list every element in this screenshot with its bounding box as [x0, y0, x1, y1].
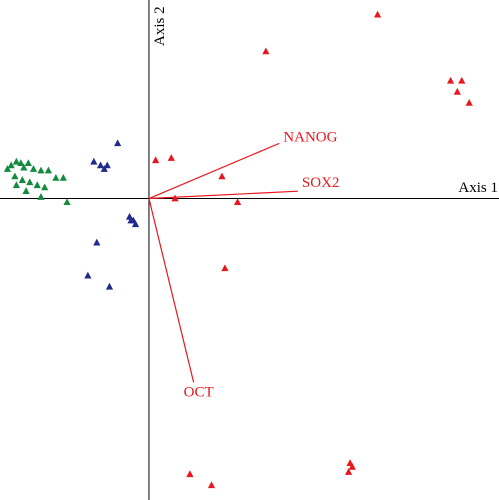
data-point: [12, 181, 20, 189]
data-point: [348, 462, 356, 470]
data-point: [12, 157, 20, 165]
data-point: [37, 166, 45, 174]
data-point: [167, 154, 175, 161]
data-point: [374, 10, 382, 18]
data-point: [465, 98, 473, 106]
data-point: [29, 165, 38, 172]
data-point: [84, 271, 92, 279]
vector-sox2: [148, 190, 298, 200]
data-point: [93, 238, 101, 246]
data-point: [105, 282, 114, 290]
data-point: [344, 468, 353, 475]
data-point: [24, 159, 32, 167]
data-point: [171, 194, 179, 202]
data-point: [114, 139, 122, 147]
data-point: [453, 87, 461, 95]
data-point: [221, 264, 229, 272]
data-point: [11, 172, 19, 180]
data-point: [26, 178, 34, 186]
y-axis-label: Axis 2: [152, 6, 168, 46]
vector-nanog: [148, 142, 280, 200]
data-point: [131, 220, 140, 228]
scatter-points: [3, 10, 473, 489]
data-point: [37, 193, 45, 200]
vector-label-nanog: NANOG: [283, 129, 337, 145]
data-point: [52, 173, 60, 181]
data-point: [3, 165, 12, 172]
data-point: [41, 183, 49, 191]
x-axis-label: Axis 1: [458, 180, 498, 196]
data-point: [207, 481, 216, 489]
data-point: [18, 176, 26, 183]
data-point: [152, 156, 160, 164]
loading-vectors: NANOG SOX2 OCT: [148, 129, 340, 400]
data-point: [103, 161, 111, 169]
data-point: [218, 172, 226, 180]
data-point: [127, 216, 135, 224]
data-point: [63, 198, 71, 206]
data-point: [446, 76, 455, 84]
data-point: [17, 159, 25, 167]
data-point: [7, 161, 15, 169]
data-point: [233, 198, 242, 206]
data-point: [100, 165, 108, 172]
data-point: [22, 187, 30, 194]
vector-label-sox2: SOX2: [302, 175, 340, 191]
data-point: [59, 173, 67, 181]
vector-oct: [148, 198, 195, 383]
data-point: [186, 470, 194, 478]
data-point: [20, 163, 28, 171]
data-point: [96, 161, 105, 169]
data-point: [458, 76, 466, 84]
data-point: [90, 157, 98, 165]
data-point: [44, 166, 53, 174]
data-point: [33, 181, 41, 189]
data-point: [262, 47, 270, 55]
vector-label-oct: OCT: [184, 384, 214, 400]
